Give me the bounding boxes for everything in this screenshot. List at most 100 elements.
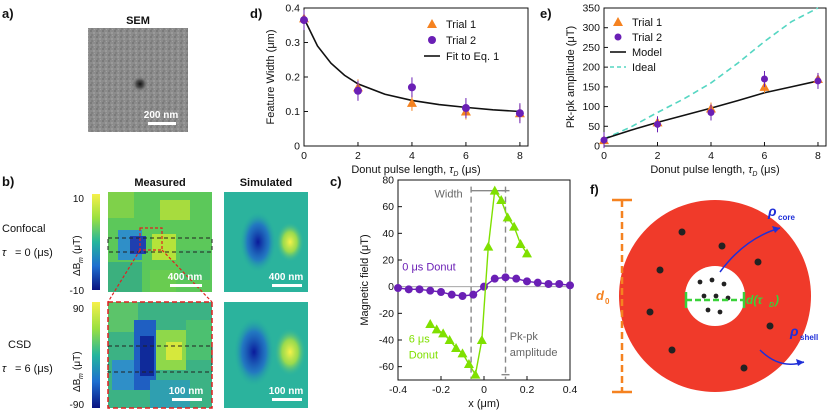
series-6us-point — [483, 241, 494, 251]
x-tick-label: 2 — [655, 150, 661, 162]
colorbar-top — [92, 194, 100, 290]
rho-shell-sub: shell — [800, 333, 818, 342]
series-0us-point — [415, 285, 424, 294]
annotation-width: Width — [435, 188, 463, 200]
cb2-unit: (μT) — [72, 351, 83, 370]
row2-scalebar-measured — [172, 398, 202, 401]
d0-label: d — [596, 288, 605, 303]
series-0us-point — [523, 277, 531, 286]
annotation-pkpk-line1: Pk-pk — [510, 331, 539, 343]
y-axis-label: Feature Width (μm) — [265, 30, 277, 125]
cb2-top: 90 — [73, 304, 85, 315]
trial2-point — [814, 77, 822, 85]
legend-trial1-label: Trial 1 — [632, 17, 662, 29]
y-tick-label: 40 — [382, 228, 394, 240]
x-tick-label: -0.2 — [432, 384, 450, 396]
row1-mode: Confocal — [2, 223, 45, 235]
sem-title: SEM — [126, 15, 150, 27]
series-0us-point — [555, 280, 564, 288]
chart-d: 0 2 4 6 8 0 0.1 0.2 0.3 0.4 Feature Width (μm) Donu… — [265, 3, 529, 178]
series-6us-point — [463, 359, 474, 368]
y-tick-label: 0.4 — [285, 3, 300, 15]
x-tick-label: 8 — [815, 150, 821, 162]
cb1-top: 10 — [73, 194, 85, 205]
series-0us-point — [394, 284, 402, 292]
trial2-point — [300, 16, 308, 25]
x-tick-label: 4 — [409, 150, 415, 162]
cb2-label-sub: m — [78, 373, 85, 379]
row2-tau-symbol: τ — [2, 363, 7, 375]
zoom-line-left — [107, 249, 141, 303]
series-6us-point — [476, 335, 487, 344]
row2-scalebar-label-measured: 100 nm — [169, 386, 204, 397]
cb2-bottom: -90 — [70, 400, 85, 411]
row1-scalebar-measured — [170, 284, 202, 287]
plot-frame — [603, 7, 827, 147]
y-tick-label: 0.3 — [285, 37, 300, 49]
y-tick-label: 150 — [582, 81, 600, 93]
row2-scalebar-sim — [272, 398, 302, 401]
series-6us-point — [522, 248, 532, 258]
x-axis-label: Donut pulse length, τD (μs) — [650, 164, 779, 178]
x-axis-label: x (μm) — [468, 398, 499, 410]
cb1-label-sub: m — [78, 257, 85, 263]
trial2-point — [407, 83, 416, 92]
zoom-box — [139, 227, 163, 251]
trial2-point — [707, 108, 715, 116]
row1-scalebar-sim — [272, 284, 302, 287]
row1-scalebar-label-sim: 400 nm — [269, 272, 304, 283]
legend-trial1-marker — [613, 17, 623, 26]
x-tick-label: 0.4 — [563, 384, 578, 396]
series-0us-point — [469, 290, 478, 299]
colorbar-bottom — [92, 302, 100, 408]
x-tick-label: 8 — [517, 150, 523, 162]
y-tick-label: 0 — [388, 281, 394, 293]
row1-tau-symbol: τ — [2, 247, 7, 259]
legend-trial2-label: Trial 2 — [446, 35, 476, 47]
x-tick-label: 6 — [762, 150, 768, 162]
y-tick-label: 0.1 — [285, 106, 300, 118]
series-6us-point — [457, 348, 468, 358]
series-6us-point — [496, 195, 507, 204]
series-ideal-line — [603, 7, 819, 140]
row2-scalebar-label-sim: 100 nm — [269, 386, 304, 397]
d0-sub: 0 — [605, 297, 610, 306]
series-0us-point — [404, 285, 413, 294]
annotation-0us: 0 μs Donut — [402, 262, 455, 274]
x-tick-label: 6 — [463, 150, 469, 162]
row1-scalebar-label-measured: 400 nm — [168, 272, 203, 283]
plot-frame — [303, 7, 529, 147]
core-arrow-head — [772, 226, 780, 233]
panel-label-b: b) — [2, 174, 14, 189]
core-arrow — [719, 227, 781, 273]
x-tick-label: 4 — [708, 150, 714, 162]
x-tick-label: 0 — [301, 150, 307, 162]
annotation-6us-line1: 6 μs — [409, 334, 431, 346]
legend-trial2-marker — [428, 36, 436, 44]
series-6us-point — [502, 212, 513, 222]
panel-label-f: f) — [590, 182, 599, 197]
x-tick-label: 2 — [355, 150, 361, 162]
cb1-bottom: -10 — [70, 286, 85, 297]
chart-e: 0 2 4 6 8 0 50 100 150 200 250 300 350 Pk-pk amplitud… — [565, 3, 827, 178]
y-tick-label: 100 — [582, 101, 600, 113]
sem-scalebar — [148, 122, 176, 125]
cb2-label: ΔB — [72, 378, 83, 392]
y-tick-label: -60 — [379, 361, 394, 373]
series-6us-point — [431, 324, 442, 334]
cb1-label: ΔB — [72, 262, 83, 276]
legend-trial2-label: Trial 2 — [632, 32, 662, 44]
legend-trial1-label: Trial 1 — [446, 19, 476, 31]
zoom-frame — [107, 301, 213, 409]
trial2-point — [515, 109, 524, 118]
y-tick-label: 0 — [294, 141, 300, 153]
measured-map-top — [108, 192, 212, 292]
x-tick-label: 0 — [601, 150, 607, 162]
dtau-label: d(τ — [746, 293, 763, 307]
shell-spins — [646, 228, 774, 372]
series-0us-point — [480, 282, 488, 291]
trial2-point — [653, 120, 661, 128]
panel-label-a: a) — [2, 6, 14, 21]
rho-core-sub: core — [778, 213, 795, 222]
